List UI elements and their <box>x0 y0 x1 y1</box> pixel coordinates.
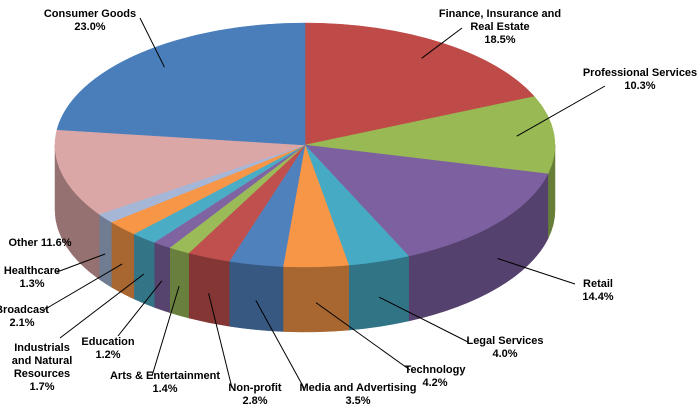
slice-side <box>154 241 170 313</box>
slice <box>304 144 549 257</box>
slice-label: Education 1.2% <box>81 336 134 362</box>
slice-label: Industrials and Natural Resources 1.7% <box>10 342 74 394</box>
leader-line <box>208 293 233 389</box>
slice-label: Other 11.6% <box>9 237 72 250</box>
slice-label: Arts & Entertainment 1.4% <box>110 370 220 396</box>
slice-label: Non-profit 2.8% <box>228 382 281 408</box>
value-label: 1.4% <box>152 383 178 395</box>
slice-side <box>111 221 135 300</box>
value-label: 14.4% <box>582 291 614 303</box>
leader-line <box>41 263 123 312</box>
slice-side <box>228 260 284 332</box>
slice-side <box>133 233 155 308</box>
slice <box>304 96 556 175</box>
slice-label: Media and Advertising 3.5% <box>300 382 417 408</box>
leader-line <box>421 27 463 59</box>
category-name: Education <box>81 336 135 348</box>
leader-line <box>315 302 411 371</box>
slice-label: Finance, Insurance and Real Estate 18.5% <box>435 8 565 47</box>
slice <box>56 22 306 146</box>
value-label: 4.2% <box>422 377 448 389</box>
slice-side <box>282 264 350 333</box>
leader-line <box>139 17 165 68</box>
value-label: 3.5% <box>345 395 371 407</box>
category-name: Finance, Insurance and Real Estate <box>438 8 562 33</box>
category-name: Arts & Entertainment <box>109 370 221 382</box>
value-label: 1.2% <box>95 349 121 361</box>
value-label: 23.0% <box>74 21 106 33</box>
category-name: Other <box>8 237 38 249</box>
category-name: Legal Services <box>466 335 544 347</box>
slice-label: Consumer Goods 23.0% <box>44 8 136 34</box>
leader-line <box>379 296 469 343</box>
leader-line <box>56 253 106 273</box>
category-name: Non-profit <box>228 382 282 394</box>
slice-label: Professional Services 10.3% <box>583 67 697 93</box>
slice-side <box>348 255 409 331</box>
category-name: Broadcast <box>0 304 49 316</box>
leader-line <box>151 286 180 377</box>
category-name: Media and Advertising <box>299 382 417 394</box>
leader-line <box>255 300 305 389</box>
value-label: 2.1% <box>9 317 35 329</box>
category-name: Professional Services <box>582 67 698 79</box>
category-name: Industrials and Natural Resources <box>11 342 73 380</box>
category-name: Technology <box>404 364 466 376</box>
leader-line <box>59 273 145 339</box>
value-label: 10.3% <box>624 80 656 92</box>
value-label: 1.3% <box>19 278 45 290</box>
slice <box>54 129 306 215</box>
slice-label: Legal Services 4.0% <box>466 335 543 361</box>
slice-label: Healthcare 1.3% <box>4 265 60 291</box>
slice-side <box>188 252 230 327</box>
leader-line <box>117 280 163 337</box>
value-label: 11.6% <box>40 237 72 249</box>
slice-label: Technology 4.2% <box>405 364 466 390</box>
category-name: Retail <box>583 278 613 290</box>
leader-line <box>516 85 606 137</box>
value-label: 18.5% <box>484 34 516 46</box>
value-label: 1.7% <box>29 381 55 393</box>
value-label: 4.0% <box>492 348 518 360</box>
leader-line <box>497 258 576 285</box>
category-name: Consumer Goods <box>43 8 137 20</box>
value-label: 2.8% <box>242 395 268 407</box>
category-name: Healthcare <box>3 265 61 277</box>
slice-label: Broadcast 2.1% <box>0 304 49 330</box>
slice-label: Retail 14.4% <box>582 278 613 304</box>
